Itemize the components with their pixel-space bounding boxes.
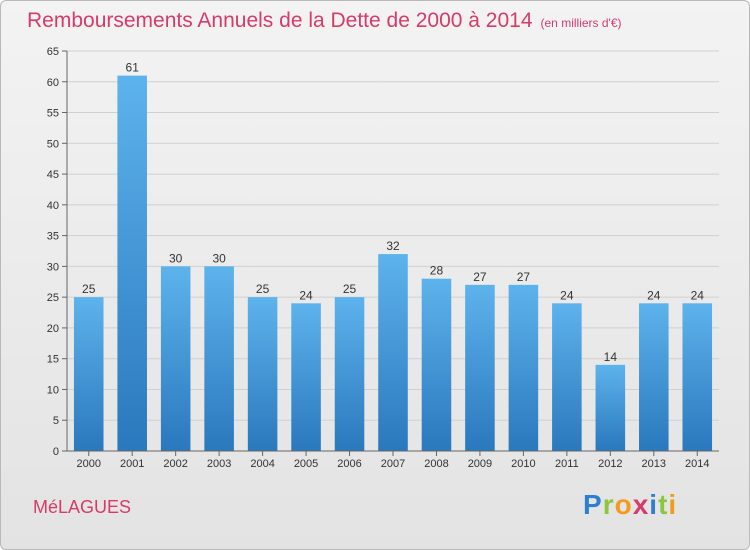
commune-name: MéLAGUES	[33, 497, 132, 517]
title-text: Remboursements Annuels de la Dette de 20…	[27, 9, 533, 32]
bar-2002	[160, 266, 191, 451]
y-tick-label: 25	[47, 292, 59, 304]
data-label-2007: 32	[386, 239, 400, 253]
bar-2013	[639, 303, 669, 451]
y-tick-label: 45	[47, 169, 59, 181]
bar-2005	[291, 303, 321, 451]
bar-2012	[595, 364, 626, 451]
data-label-2010: 27	[517, 270, 531, 284]
bar-2006	[334, 297, 365, 451]
y-tick-label: 60	[47, 77, 59, 89]
logo-letter: t	[658, 489, 669, 520]
y-tick-label: 35	[47, 231, 59, 243]
x-tick-label-2014: 2014	[685, 458, 709, 470]
x-tick-label-2002: 2002	[163, 458, 187, 470]
data-label-2014: 24	[691, 288, 705, 302]
bar-2011	[552, 303, 582, 451]
bar-2001	[117, 75, 147, 451]
data-label-2013: 24	[647, 288, 661, 302]
x-tick-label-2013: 2013	[642, 458, 666, 470]
y-tick-label: 0	[53, 446, 59, 458]
logo-letter: i	[668, 489, 678, 520]
data-label-2004: 25	[256, 282, 270, 296]
x-tick-label-2003: 2003	[207, 458, 231, 470]
data-label-2005: 24	[299, 288, 313, 302]
logo-letter: i	[649, 489, 659, 520]
logo-letter: r	[602, 489, 615, 520]
logo-letter: x	[632, 489, 650, 520]
x-tick-label-2012: 2012	[598, 458, 622, 470]
y-tick-label: 15	[47, 354, 59, 366]
x-tick-label-2009: 2009	[468, 458, 492, 470]
x-tick-label-2008: 2008	[424, 458, 448, 470]
bar-2003	[204, 266, 234, 451]
y-tick-label: 20	[47, 323, 59, 335]
x-tick-label-2004: 2004	[250, 458, 274, 470]
y-tick-label: 40	[47, 200, 59, 212]
data-label-2000: 25	[82, 282, 96, 296]
y-tick-label: 5	[53, 415, 59, 427]
bar-2010	[508, 284, 539, 451]
data-label-2011: 24	[560, 288, 574, 302]
chart-title: Remboursements Annuels de la Dette de 20…	[27, 9, 622, 33]
bar-2004	[247, 297, 278, 451]
data-label-2009: 27	[473, 270, 487, 284]
x-tick-label-2011: 2011	[555, 458, 579, 470]
bar-2008	[421, 278, 452, 451]
y-tick-label: 55	[47, 108, 59, 120]
x-tick-label-2006: 2006	[337, 458, 361, 470]
proxiti-logo: Proxiti	[583, 489, 677, 521]
x-tick-label-2000: 2000	[76, 458, 100, 470]
bar-2007	[378, 254, 408, 451]
data-label-2006: 25	[343, 282, 357, 296]
y-tick-label: 10	[47, 384, 59, 396]
title-unit: (en milliers d'€)	[540, 16, 622, 30]
logo-letter: o	[614, 489, 633, 520]
bar-2014	[682, 303, 713, 451]
x-tick-label-2005: 2005	[294, 458, 318, 470]
logo-letter: P	[583, 489, 603, 520]
bar-2009	[465, 284, 495, 451]
data-label-2001: 61	[126, 61, 140, 75]
x-tick-label-2001: 2001	[120, 458, 144, 470]
data-label-2012: 14	[604, 350, 618, 364]
x-tick-label-2010: 2010	[511, 458, 535, 470]
y-tick-label: 50	[47, 138, 59, 150]
y-tick-label: 30	[47, 261, 59, 273]
y-tick-label: 65	[47, 46, 59, 58]
data-label-2008: 28	[430, 264, 444, 278]
data-label-2002: 30	[169, 251, 183, 265]
data-label-2003: 30	[212, 251, 226, 265]
x-tick-label-2007: 2007	[381, 458, 405, 470]
bar-2000	[73, 297, 104, 451]
